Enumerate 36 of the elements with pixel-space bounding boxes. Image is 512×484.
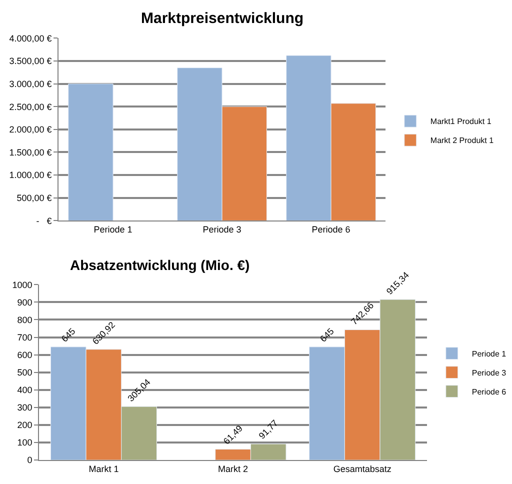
y-tick-label: 400 [17,385,32,396]
y-tick-label: 200 [17,420,32,430]
bar [68,84,114,221]
y-tick-label: 100 [17,438,32,448]
y-tick-label: 3.000,00 € [9,78,52,89]
legend-label: Periode 1 [472,349,507,358]
x-tick-label: Periode 6 [312,224,350,234]
chart-title: Absatzentwicklung (Mio. €) [70,257,250,273]
x-tick-label: Periode 1 [94,224,132,234]
y-tick-label: 4.000,00 € [9,33,52,44]
legend-label: Markt 2 Produkt 1 [430,136,494,146]
y-tick-label: 2.500,00 € [9,102,52,112]
data-label: 645 [318,326,336,344]
y-tick-label: - € [36,216,52,226]
y-tick-label: 3.500,00 € [9,56,52,66]
legend-label: Markt1 Produkt 1 [430,117,492,126]
legend-label: Periode 3 [472,368,507,378]
data-label: 645 [60,326,78,344]
y-tick-label: 500 [17,368,32,378]
y-tick-label: 800 [17,314,32,325]
y-tick-label: 0 [27,455,32,466]
x-tick-label: Markt 1 [88,464,119,474]
x-tick-label: Periode 3 [202,224,242,234]
y-tick-label: 700 [17,332,32,342]
legend-label: Periode 6 [472,387,507,396]
x-tick-label: Gesamtabsatz [333,464,392,474]
y-tick-label: 900 [17,297,32,308]
y-tick-label: 2.000,00 € [9,124,52,135]
y-tick-label: 1.000,00 € [9,170,52,180]
chart-title: Marktpreisentwicklung [141,10,304,27]
y-tick-label: 600 [17,350,32,360]
y-tick-label: 500,00 € [16,193,52,204]
y-tick-label: 300 [17,402,32,413]
x-tick-label: Markt 2 [218,464,248,474]
y-tick-label: 1000 [12,280,32,290]
y-tick-label: 1.500,00 € [9,147,52,158]
